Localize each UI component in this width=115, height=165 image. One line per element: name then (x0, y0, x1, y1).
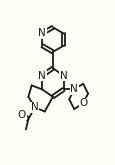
Text: N: N (59, 71, 67, 81)
Text: N: N (38, 71, 46, 81)
Text: O: O (78, 98, 86, 108)
Text: N: N (70, 84, 77, 94)
Text: N: N (38, 29, 46, 38)
Text: N: N (31, 102, 39, 112)
Text: O: O (18, 110, 26, 120)
